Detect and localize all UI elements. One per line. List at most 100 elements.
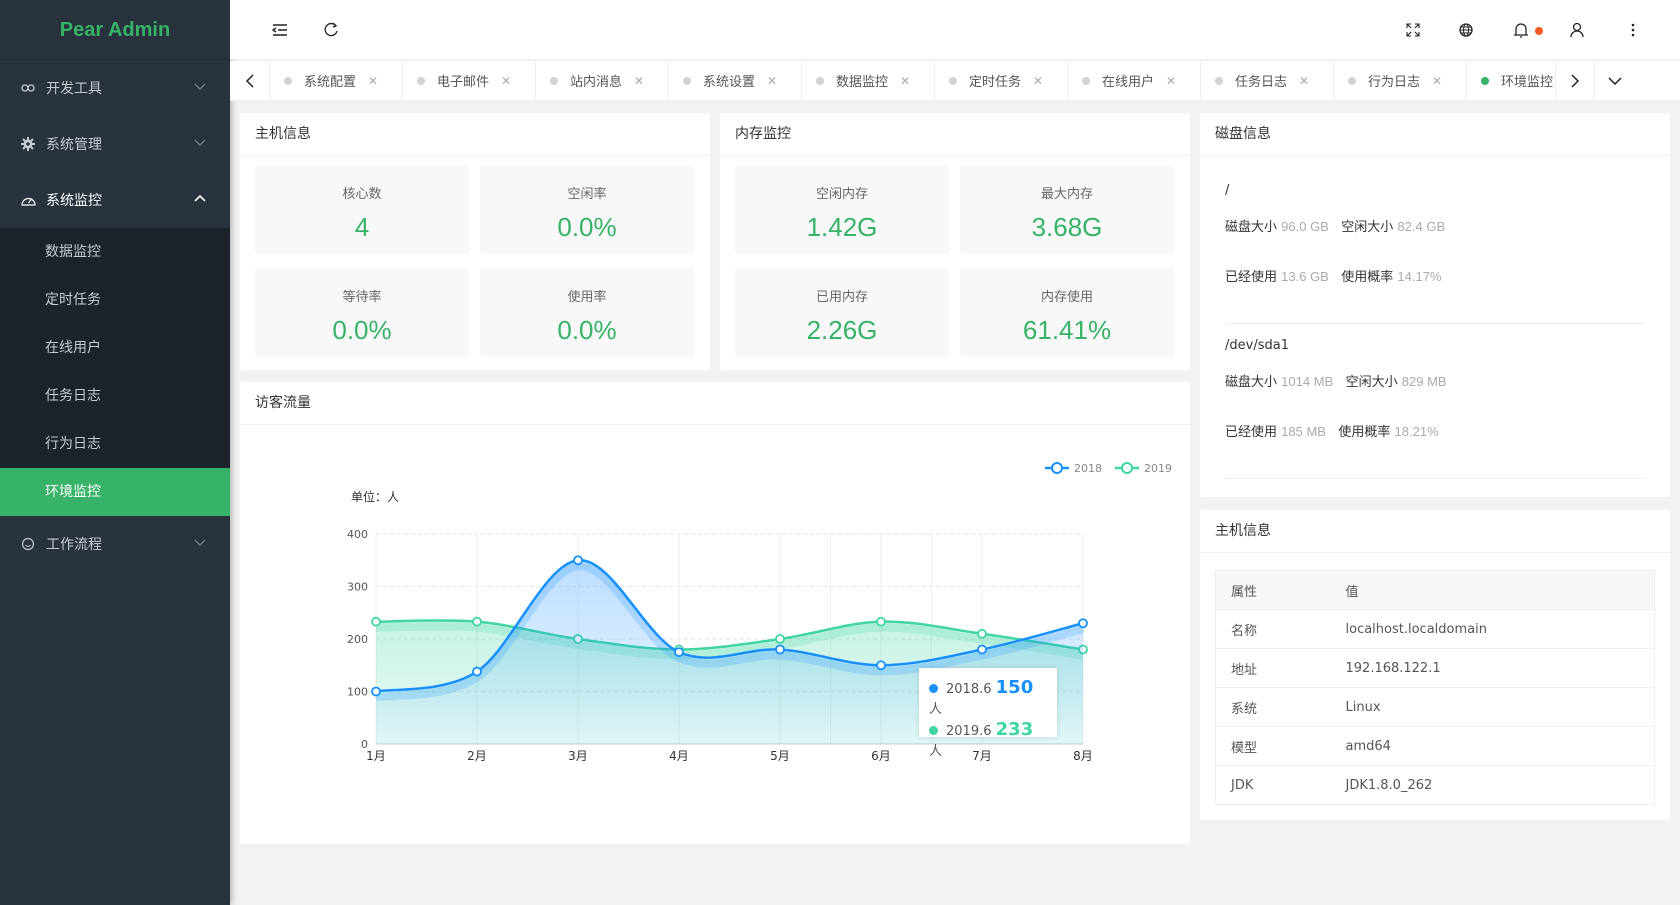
close-icon[interactable]: ✕ — [900, 73, 911, 88]
sidebar-item-system-monitor[interactable]: 系统监控 — [0, 172, 230, 228]
tab-item[interactable]: 系统设置 ✕ — [669, 61, 802, 100]
tab-item[interactable]: 行为日志 ✕ — [1334, 61, 1467, 100]
sidebar-subitem-env-monitor[interactable]: 环境监控 — [0, 468, 230, 516]
legend-label: 2019 — [1144, 462, 1172, 475]
x-tick-label: 8月 — [1073, 749, 1093, 763]
stat-label: 核心数 — [342, 187, 382, 202]
stat-label: 使用率 — [567, 290, 607, 305]
table-cell: JDK — [1215, 765, 1331, 805]
close-icon[interactable]: ✕ — [767, 73, 778, 88]
data-point — [977, 644, 987, 655]
stat-idle: 空闲率 0.0% — [480, 165, 694, 254]
stat-value: 0.0% — [557, 315, 617, 345]
tooltip-value: 150 — [995, 677, 1034, 698]
chevron-down-icon — [1608, 76, 1622, 85]
globe-icon[interactable] — [1456, 20, 1476, 40]
table-header-row: 属性值 — [1215, 570, 1655, 610]
more-icon[interactable] — [1623, 20, 1643, 40]
tab-item[interactable]: 站内消息 ✕ — [536, 61, 669, 100]
sidebar-subitem-data-monitor[interactable]: 数据监控 — [45, 244, 101, 260]
close-icon[interactable]: ✕ — [634, 73, 645, 88]
disk-path: / — [1225, 183, 1230, 198]
data-point — [1078, 618, 1088, 629]
table-row: 系统 Linux — [1215, 687, 1655, 727]
sidebar-item-workflow[interactable]: 工作流程 — [0, 516, 230, 572]
sidebar-item-system-admin[interactable]: 系统管理 — [0, 116, 230, 172]
disk-used: 13.6 GB — [1281, 269, 1329, 284]
tooltip-label: 2019.6 — [946, 724, 992, 739]
fullscreen-icon[interactable] — [1403, 20, 1423, 40]
chevron-down-icon — [194, 539, 206, 546]
table-cell: 模型 — [1215, 726, 1331, 766]
tab-status-dot — [550, 76, 558, 85]
tab-item[interactable]: 任务日志 ✕ — [1201, 61, 1334, 100]
tab-item[interactable]: 电子邮件 ✕ — [403, 61, 536, 100]
data-point — [977, 628, 987, 639]
tab-strip: 系统配置 ✕ 电子邮件 ✕ 站内消息 ✕ 系统设置 ✕ 数据监控 ✕ 定时任务 ✕ 在线用户 ✕ 任务日志 ✕… — [270, 61, 1555, 100]
dashboard-icon — [20, 194, 36, 206]
data-point — [472, 616, 482, 627]
sidebar-item-label: 开发工具 — [46, 81, 102, 97]
divider — [1225, 478, 1645, 479]
tooltip-unit: 人 — [929, 702, 943, 717]
submenu-system-monitor: 数据监控 定时任务 在线用户 任务日志 行为日志 环境监控 — [0, 228, 230, 516]
close-icon[interactable]: ✕ — [501, 73, 512, 88]
unit-label: 单位：人 — [351, 489, 399, 504]
tab-dropdown[interactable] — [1595, 61, 1635, 100]
card-title: 主机信息 — [1200, 510, 1670, 553]
menu-fold-icon[interactable] — [270, 20, 290, 40]
stat-label: 空闲率 — [567, 187, 607, 202]
tab-status-dot — [683, 76, 691, 85]
series-line-2019 — [375, 619, 1084, 651]
x-tick-label: 2月 — [467, 749, 487, 763]
bell-icon[interactable] — [1511, 20, 1531, 40]
stat-label: 已用内存 — [815, 290, 868, 305]
sidebar-subitem-online-users[interactable]: 在线用户 — [45, 340, 101, 356]
y-tick-label: 0 — [361, 738, 368, 751]
close-icon[interactable]: ✕ — [1166, 73, 1177, 88]
disk-used-label: 已经使用 — [1225, 270, 1278, 285]
stat-usage: 使用率 0.0% — [480, 268, 694, 357]
close-icon[interactable]: ✕ — [368, 73, 379, 88]
user-icon[interactable] — [1567, 20, 1587, 40]
disk-path: /dev/sda1 — [1225, 338, 1289, 353]
tab-item[interactable]: 系统配置 ✕ — [270, 61, 403, 100]
disk-size-label: 磁盘大小 — [1225, 375, 1278, 390]
disk-rate: 18.21% — [1394, 424, 1439, 439]
tab-scroll-right[interactable] — [1555, 61, 1595, 100]
stat-used-memory: 已用内存 2.26G — [735, 268, 949, 357]
sidebar-subitem-task-log[interactable]: 任务日志 — [45, 388, 101, 404]
tab-bar: 系统配置 ✕ 电子邮件 ✕ 站内消息 ✕ 系统设置 ✕ 数据监控 ✕ 定时任务 ✕ 在线用户 ✕ 任务日志 ✕… — [230, 61, 1680, 101]
stat-free-memory: 空闲内存 1.42G — [735, 165, 949, 254]
tab-scroll-left[interactable] — [230, 61, 270, 100]
x-tick-label: 7月 — [972, 749, 992, 763]
legend-marker — [1051, 462, 1063, 474]
refresh-icon[interactable] — [322, 20, 342, 40]
tab-label: 在线用户 — [1102, 75, 1155, 90]
disk-item: / 磁盘大小 96.0 GB 空闲大小 82.4 GB 已经使用 13.6 GB… — [1225, 183, 1645, 324]
tab-label: 电子邮件 — [437, 75, 490, 90]
tab-label: 数据监控 — [836, 75, 889, 90]
link-icon — [20, 83, 36, 93]
close-icon[interactable]: ✕ — [1299, 73, 1310, 88]
tab-item[interactable]: 定时任务 ✕ — [935, 61, 1068, 100]
x-tick-label: 5月 — [770, 749, 790, 763]
tab-item[interactable]: 环境监控✕ — [1467, 61, 1555, 100]
data-point — [775, 644, 785, 655]
data-point — [573, 555, 583, 566]
tab-status-dot — [417, 76, 425, 85]
legend-marker — [1121, 462, 1133, 474]
data-point — [876, 616, 886, 627]
x-tick-label: 1月 — [366, 749, 386, 763]
close-icon[interactable]: ✕ — [1033, 73, 1044, 88]
disk-rate: 14.17% — [1397, 269, 1442, 284]
sidebar-item-dev-tools[interactable]: 开发工具 — [0, 60, 230, 116]
divider — [1225, 323, 1645, 324]
notification-dot — [1535, 27, 1543, 35]
tab-item[interactable]: 数据监控 ✕ — [802, 61, 935, 100]
tab-item[interactable]: 在线用户 ✕ — [1068, 61, 1201, 100]
sidebar-subitem-scheduled-tasks[interactable]: 定时任务 — [45, 292, 101, 308]
sidebar-item-label: 系统监控 — [46, 193, 102, 209]
close-icon[interactable]: ✕ — [1432, 73, 1443, 88]
sidebar-subitem-behavior-log[interactable]: 行为日志 — [45, 436, 101, 452]
